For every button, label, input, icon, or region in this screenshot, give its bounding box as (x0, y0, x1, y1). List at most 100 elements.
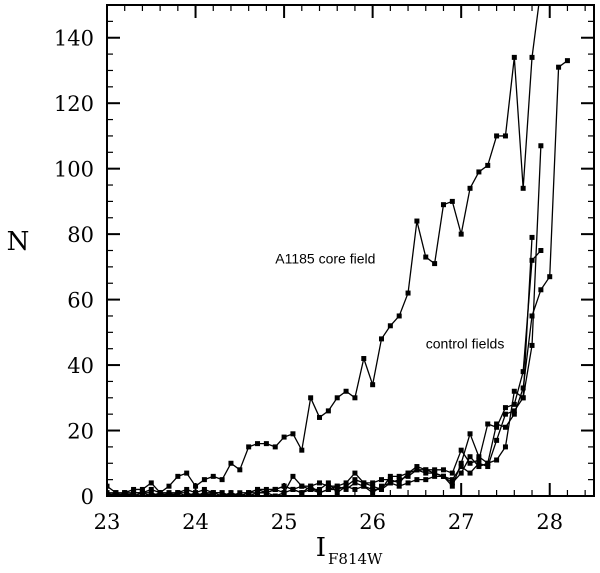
y-tick-label: 0 (81, 485, 94, 509)
data-point (281, 483, 287, 489)
data-point (485, 460, 491, 466)
data-point (476, 169, 482, 175)
annotation-label: A1185 core field (275, 251, 375, 267)
data-point (396, 477, 402, 483)
data-point (502, 405, 508, 411)
data-point (148, 490, 154, 496)
data-point (494, 133, 500, 139)
data-point (370, 480, 376, 486)
series-layer (107, 5, 570, 496)
data-point (107, 493, 110, 496)
data-point (502, 424, 508, 430)
y-tick-label: 140 (54, 27, 94, 51)
series-3 (107, 143, 544, 496)
data-point (255, 490, 261, 496)
data-point (361, 356, 367, 362)
data-point (343, 486, 349, 492)
data-point (414, 467, 420, 473)
data-point (343, 483, 349, 489)
data-point (308, 395, 314, 401)
data-point (193, 493, 199, 496)
data-point (467, 185, 473, 191)
data-point (219, 493, 225, 496)
data-point (263, 486, 269, 492)
data-point (564, 58, 570, 64)
data-point (193, 483, 199, 489)
data-point (547, 274, 553, 280)
data-point (476, 454, 482, 460)
series-line (107, 250, 542, 496)
data-point (556, 64, 562, 70)
data-point (325, 486, 331, 492)
data-point (184, 486, 190, 492)
data-point (107, 483, 110, 489)
x-tick-label: 28 (536, 510, 563, 534)
data-point (272, 493, 278, 496)
data-point (370, 483, 376, 489)
data-point (290, 431, 296, 437)
data-point (378, 483, 384, 489)
data-point (193, 490, 199, 496)
data-point (210, 490, 216, 496)
data-point (423, 477, 429, 483)
data-point (405, 290, 411, 296)
data-point (131, 486, 137, 492)
data-point (184, 493, 190, 496)
data-point (414, 477, 420, 483)
data-point (511, 401, 517, 407)
data-point (511, 388, 517, 394)
data-point (334, 486, 340, 492)
y-tick-label: 120 (54, 92, 94, 116)
data-point (361, 483, 367, 489)
data-point (166, 493, 172, 496)
data-point (237, 490, 243, 496)
y-tick-label: 40 (67, 354, 94, 378)
y-axis-title: N (7, 227, 30, 257)
data-point (184, 490, 190, 496)
data-point (529, 313, 535, 319)
data-point (405, 480, 411, 486)
data-point (449, 198, 455, 204)
data-point (378, 336, 384, 342)
data-point (485, 162, 491, 168)
tick-labels: 23 24 25 26 27 28 0 20 40 60 80 100 120 140 (54, 27, 563, 534)
data-point (476, 464, 482, 470)
data-point (432, 470, 438, 476)
data-point (423, 254, 429, 260)
data-point (387, 480, 393, 486)
y-tick-label: 100 (54, 158, 94, 182)
data-point (299, 447, 305, 453)
data-point (476, 460, 482, 466)
data-point (210, 473, 216, 479)
data-point (237, 493, 243, 496)
data-point (423, 467, 429, 473)
x-tick-label: 27 (448, 510, 475, 534)
data-point (538, 248, 544, 253)
data-point (219, 490, 225, 496)
data-point (387, 323, 393, 329)
series-4 (107, 248, 544, 496)
data-point (529, 342, 535, 348)
data-point (387, 477, 393, 483)
data-point (175, 473, 181, 479)
data-point (467, 470, 473, 476)
data-point (529, 257, 535, 263)
data-point (122, 490, 128, 496)
data-point (317, 480, 323, 486)
data-point (458, 231, 464, 237)
data-point (317, 486, 323, 492)
data-point (334, 483, 340, 489)
x-axis-title: I (316, 533, 326, 563)
data-point (219, 477, 225, 483)
data-point (458, 470, 464, 476)
data-point (334, 395, 340, 401)
data-point (396, 480, 402, 486)
data-point (449, 483, 455, 489)
data-point (396, 313, 402, 319)
data-point (325, 408, 331, 414)
data-point (529, 234, 535, 240)
data-point (272, 444, 278, 450)
x-tick-label: 23 (94, 510, 121, 534)
y-tick-label: 20 (67, 420, 94, 444)
